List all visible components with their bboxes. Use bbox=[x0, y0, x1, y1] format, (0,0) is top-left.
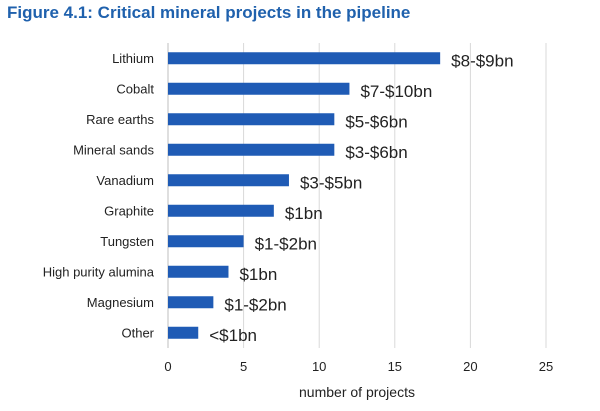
x-tick-label: 10 bbox=[312, 359, 326, 374]
category-label: Mineral sands bbox=[73, 142, 154, 157]
bar bbox=[168, 204, 274, 217]
bar bbox=[168, 235, 244, 248]
category-label: Tungsten bbox=[100, 234, 154, 249]
data-label: <$1bn bbox=[209, 326, 257, 345]
bar bbox=[168, 326, 199, 339]
bar bbox=[168, 113, 335, 126]
x-tick-label: 0 bbox=[164, 359, 171, 374]
data-label: $3-$5bn bbox=[300, 173, 362, 192]
category-label: Cobalt bbox=[116, 81, 154, 96]
figure-title: Figure 4.1: Critical mineral projects in… bbox=[7, 3, 411, 22]
bars bbox=[168, 52, 441, 339]
x-tick-label: 25 bbox=[539, 359, 553, 374]
bar bbox=[168, 143, 335, 156]
category-label: Other bbox=[121, 325, 154, 340]
category-label: Graphite bbox=[104, 203, 154, 218]
data-label: $1-$2bn bbox=[255, 234, 317, 253]
data-labels: $8-$9bn $7-$10bn $5-$6bn $3-$6bn $3-$5bn $1bn… bbox=[209, 51, 513, 345]
data-label: $7-$10bn bbox=[360, 82, 432, 101]
category-label: Magnesium bbox=[87, 295, 154, 310]
category-labels: Lithium Cobalt Rare earths Mineral sands Van… bbox=[43, 51, 155, 341]
bar bbox=[168, 265, 229, 278]
x-tick-label: 20 bbox=[463, 359, 477, 374]
bar bbox=[168, 52, 441, 65]
data-label: $1-$2bn bbox=[224, 295, 286, 314]
data-label: $3-$6bn bbox=[345, 143, 407, 162]
data-label: $1bn bbox=[285, 204, 323, 223]
data-label: $5-$6bn bbox=[345, 112, 407, 131]
x-tick-label: 5 bbox=[240, 359, 247, 374]
category-label: Vanadium bbox=[96, 173, 154, 188]
bar bbox=[168, 296, 214, 309]
x-axis-ticks: 0 5 10 15 20 25 bbox=[164, 359, 553, 374]
bar bbox=[168, 174, 289, 187]
category-label: High purity alumina bbox=[43, 264, 155, 279]
data-label: $8-$9bn bbox=[451, 51, 513, 70]
category-label: Lithium bbox=[112, 51, 154, 66]
category-label: Rare earths bbox=[86, 112, 154, 127]
bar bbox=[168, 82, 350, 95]
x-axis-title: number of projects bbox=[299, 384, 415, 400]
data-label: $1bn bbox=[239, 265, 277, 284]
x-tick-label: 15 bbox=[388, 359, 402, 374]
